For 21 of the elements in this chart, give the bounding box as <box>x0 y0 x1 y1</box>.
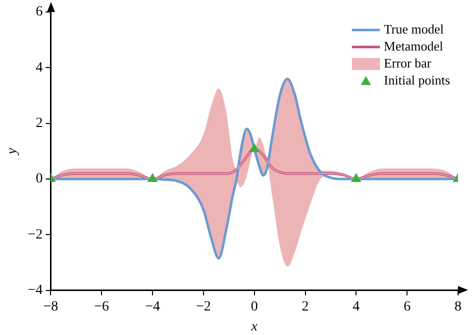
y-tick-label: 4 <box>36 60 43 76</box>
y-tick-label: −2 <box>28 227 43 242</box>
y-tick-label: 2 <box>36 116 43 132</box>
x-tick-label: 6 <box>404 299 411 314</box>
y-tick-label: 0 <box>36 172 43 187</box>
legend-label: Error bar <box>384 55 432 70</box>
x-tick-label: 2 <box>302 299 309 314</box>
y-axis-title: y <box>5 147 20 156</box>
legend-label: Metamodel <box>384 38 444 54</box>
x-tick-label: 4 <box>352 299 360 314</box>
y-tick-label: 6 <box>36 4 43 20</box>
y-tick-label: −4 <box>28 283 43 298</box>
legend-label: Initial points <box>384 72 450 88</box>
x-tick-label: −4 <box>145 299 160 314</box>
x-tick-label: −6 <box>94 299 110 314</box>
legend-label: True model <box>384 21 444 36</box>
x-tick-label: 0 <box>250 299 258 314</box>
x-axis-title: x <box>250 319 258 334</box>
x-tick-label: 8 <box>454 299 462 314</box>
x-tick-label: −2 <box>196 299 211 314</box>
x-tick-label: −8 <box>43 299 58 314</box>
